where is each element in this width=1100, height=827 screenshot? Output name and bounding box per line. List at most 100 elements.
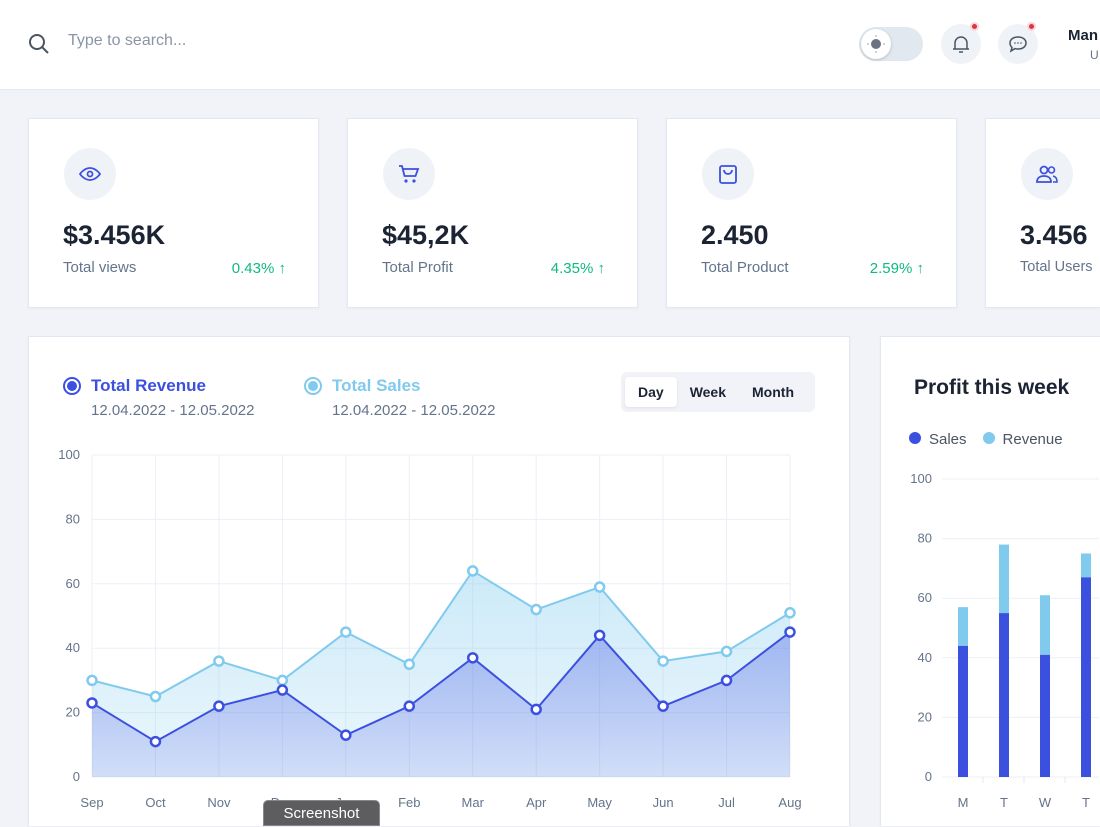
top-header: Man U [0, 0, 1100, 90]
notifications-button[interactable] [941, 22, 981, 64]
y-tick-label: 40 [66, 640, 80, 655]
data-point [657, 655, 669, 667]
x-tick-label: Feb [398, 795, 420, 810]
data-point [593, 581, 606, 593]
y-tick-label: 40 [918, 650, 932, 665]
data-point [403, 700, 416, 712]
data-point [657, 700, 669, 712]
stat-change: 0.43% ↑ [231, 260, 286, 277]
y-tick-label: 60 [918, 590, 932, 605]
data-point [340, 729, 352, 741]
stat-label: Total views [63, 259, 137, 276]
data-point [530, 703, 542, 716]
legend-sales[interactable]: Sales [909, 431, 967, 448]
y-tick-label: 20 [66, 705, 80, 720]
x-tick-label: May [587, 795, 612, 810]
y-tick-label: 0 [925, 769, 932, 784]
data-point [213, 655, 225, 667]
legend-title: Total Revenue [91, 376, 206, 395]
stat-card-profit: $45,2K Total Profit 4.35% ↑ [347, 118, 638, 308]
stat-card-users: 3.456 Total Users [985, 118, 1100, 308]
data-point [86, 697, 98, 709]
users-icon [1036, 165, 1058, 183]
y-tick-label: 100 [910, 471, 932, 486]
stat-change: 4.35% ↑ [550, 260, 605, 277]
data-point [149, 690, 162, 703]
period-tabs: Day Week Month [621, 372, 815, 412]
legend-total-sales[interactable]: Total Sales 12.04.2022 - 12.05.2022 [304, 376, 495, 419]
user-name[interactable]: Man [1068, 27, 1098, 44]
messages-button[interactable] [998, 22, 1038, 64]
x-tick-label: Nov [207, 795, 231, 810]
screenshot-tooltip: Screenshot [263, 800, 380, 826]
legend-title: Total Sales [332, 376, 421, 395]
stat-label: Total Product [701, 259, 789, 276]
search-input[interactable] [68, 32, 368, 50]
stat-value: $45,2K [382, 220, 470, 250]
stat-change: 2.59% ↑ [869, 260, 924, 277]
notification-badge [970, 22, 979, 31]
data-point [276, 684, 289, 696]
stat-card-product: 2.450 Total Product 2.59% ↑ [666, 118, 957, 308]
message-badge [1027, 22, 1036, 31]
profit-chart-card: Profit this week Sales Revenue 0 20 40 60 80… [880, 336, 1100, 826]
legend-date: 12.04.2022 - 12.05.2022 [91, 402, 255, 419]
dark-mode-toggle[interactable] [859, 27, 923, 61]
stat-label: Total Users [1020, 259, 1093, 275]
x-tick-label: T [1082, 795, 1090, 810]
bar-sales [999, 613, 1009, 777]
y-tick-label: 20 [918, 709, 932, 724]
x-tick-label: Aug [778, 795, 801, 810]
data-point [340, 626, 352, 638]
stat-card-views: $3.456K Total views 0.43% ↑ [28, 118, 319, 308]
data-point [466, 652, 479, 664]
data-point [86, 674, 98, 687]
bar-revenue [958, 607, 968, 646]
x-tick-label: Mar [462, 795, 485, 810]
area-revenue [92, 632, 790, 777]
bar-revenue [1040, 595, 1050, 655]
chat-icon [1009, 36, 1027, 53]
data-point [403, 658, 416, 671]
user-role: U [1090, 48, 1099, 62]
profit-bar-chart: 0 20 40 60 80 100 M T W T [910, 471, 1099, 810]
bell-icon [953, 36, 969, 53]
eye-icon [78, 167, 102, 181]
x-tick-label: Sep [80, 795, 103, 810]
data-point [276, 674, 289, 687]
legend-revenue[interactable]: Revenue [982, 431, 1063, 448]
stat-label: Total Profit [382, 259, 453, 276]
data-point [593, 629, 606, 642]
legend-date: 12.04.2022 - 12.05.2022 [332, 402, 496, 419]
data-point [784, 607, 796, 619]
tab-day[interactable]: Day [625, 377, 677, 407]
tab-month[interactable]: Month [752, 384, 794, 400]
profit-legend: Sales Revenue [909, 431, 1063, 448]
bar-revenue [999, 544, 1009, 614]
x-tick-label: T [1000, 795, 1008, 810]
data-point [213, 700, 225, 712]
profit-chart-title: Profit this week [914, 376, 1070, 399]
line-sales [91, 569, 791, 698]
data-point [720, 674, 733, 687]
bar-sales [958, 645, 968, 777]
bar-revenue [1081, 553, 1091, 578]
stat-value: 3.456 [1020, 220, 1088, 250]
y-tick-label: 80 [918, 531, 932, 546]
y-tick-label: 60 [66, 576, 80, 591]
bag-icon [719, 165, 737, 184]
legend-total-revenue[interactable]: Total Revenue 12.04.2022 - 12.05.2022 [63, 376, 254, 419]
data-point [466, 565, 479, 577]
line-revenue [91, 631, 791, 743]
x-tick-label: Jun [653, 795, 674, 810]
x-tick-label: Oct [145, 795, 166, 810]
x-tick-label: Jul [718, 795, 735, 810]
tab-week[interactable]: Week [689, 384, 727, 400]
bar-sales [1081, 577, 1091, 777]
revenue-chart-card: Total Revenue 12.04.2022 - 12.05.2022 Tot… [28, 336, 850, 826]
data-point [720, 645, 733, 658]
search-icon[interactable] [28, 33, 50, 55]
sun-icon [867, 35, 885, 53]
stat-value: 2.450 [701, 220, 769, 250]
x-tick-label: Apr [526, 795, 547, 810]
